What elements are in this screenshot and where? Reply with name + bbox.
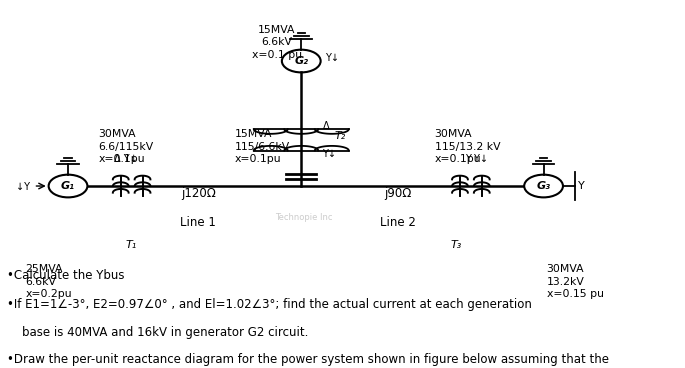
- Text: T₁: T₁: [126, 240, 137, 250]
- Text: Y: Y: [578, 181, 585, 191]
- Text: •Draw the per-unit reactance diagram for the power system shown in figure below : •Draw the per-unit reactance diagram for…: [8, 353, 610, 366]
- Text: base is 40MVA and 16kV in generator G2 circuit.: base is 40MVA and 16kV in generator G2 c…: [8, 326, 309, 339]
- Text: •Calculate the Ybus: •Calculate the Ybus: [8, 269, 125, 283]
- Text: j120Ω: j120Ω: [181, 187, 216, 200]
- Text: •If E1=1∠-3°, E2=0.97∠0° , and El=1.02∠3°; find the actual current at each gener: •If E1=1∠-3°, E2=0.97∠0° , and El=1.02∠3…: [8, 298, 532, 311]
- Text: 25MVA
6.6kV
x=0.2pu: 25MVA 6.6kV x=0.2pu: [25, 264, 72, 299]
- Text: Technopie Inc: Technopie Inc: [275, 213, 333, 223]
- Text: j90Ω: j90Ω: [384, 187, 412, 200]
- Text: G₂: G₂: [295, 56, 308, 66]
- Text: ↓Y: ↓Y: [16, 183, 30, 192]
- Text: Y Y↓: Y Y↓: [465, 154, 488, 164]
- Text: Line 2: Line 2: [380, 216, 416, 229]
- Text: Δ Y↓: Δ Y↓: [114, 154, 138, 164]
- Text: G₁: G₁: [61, 181, 75, 191]
- Text: T₃: T₃: [450, 240, 462, 250]
- Text: 15MVA
6.6kV
x=0.1 pu: 15MVA 6.6kV x=0.1 pu: [252, 25, 302, 60]
- Text: 30MVA
6.6/115kV
x=0.1pu: 30MVA 6.6/115kV x=0.1pu: [99, 129, 153, 164]
- Text: Line 1: Line 1: [180, 216, 216, 229]
- Text: T₂: T₂: [334, 131, 346, 141]
- Text: Δ: Δ: [323, 121, 329, 131]
- Text: Y↓: Y↓: [323, 149, 336, 159]
- Text: 30MVA
115/13.2 kV
x=0.1pu: 30MVA 115/13.2 kV x=0.1pu: [434, 129, 500, 164]
- Text: Y↓: Y↓: [325, 53, 340, 63]
- Text: G₃: G₃: [536, 181, 551, 191]
- Text: 15MVA
115/6.6kV
x=0.1pu: 15MVA 115/6.6kV x=0.1pu: [235, 129, 290, 164]
- Text: 30MVA
13.2kV
x=0.15 pu: 30MVA 13.2kV x=0.15 pu: [547, 264, 603, 299]
